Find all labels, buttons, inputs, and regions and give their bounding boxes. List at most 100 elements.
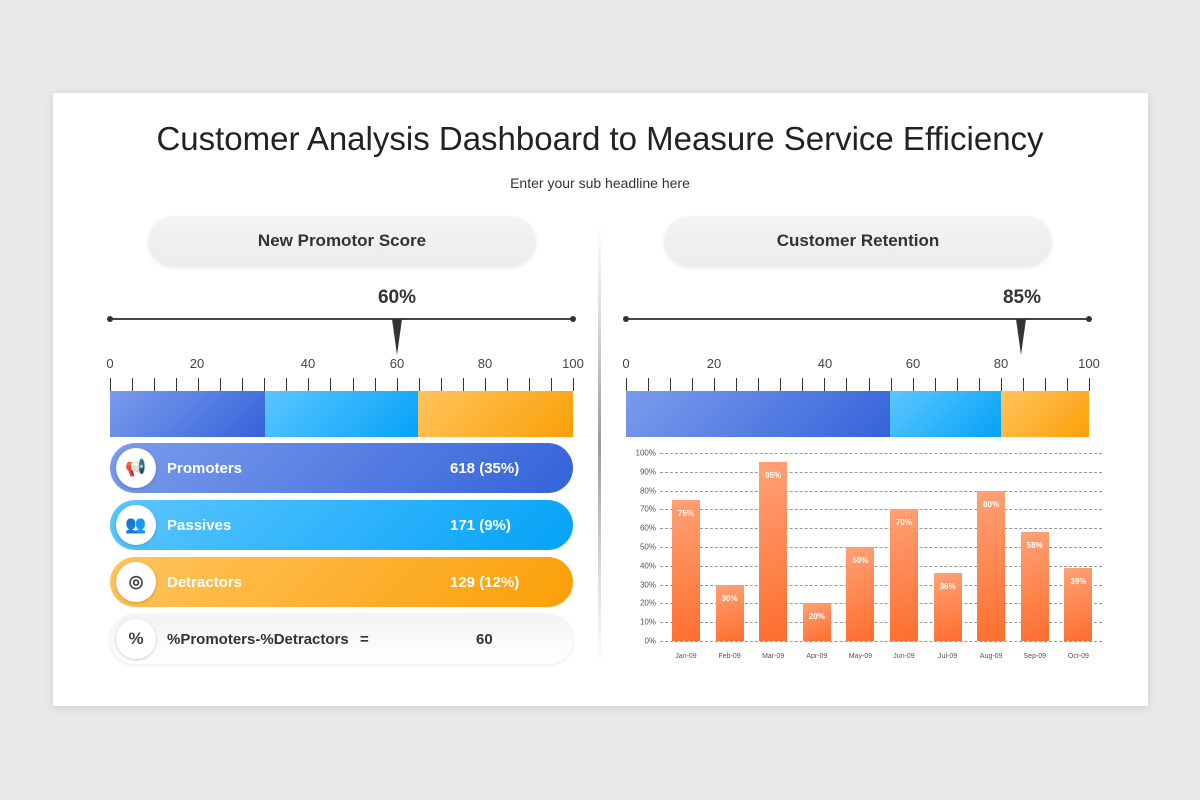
scale-tick: [462, 378, 464, 391]
bar-data-label: 75%: [677, 509, 694, 518]
tick-label: 100: [1078, 356, 1100, 371]
y-tick-label: 30%: [639, 580, 656, 590]
row-value: 618 (35%): [450, 460, 520, 477]
gridline: [660, 603, 1102, 605]
bar-data-label: 50%: [852, 556, 869, 565]
x-tick-label: Feb-09: [718, 653, 741, 660]
bar-data-label: 36%: [939, 582, 956, 592]
scale-dot: [570, 316, 576, 322]
retention-blue-segment: [626, 391, 890, 437]
bar-Jan-09: [672, 500, 700, 641]
scale-tick: [528, 378, 530, 391]
scale-tick: [132, 378, 134, 391]
tick-label: 0: [622, 356, 630, 371]
y-tick-label: 0%: [644, 636, 656, 646]
scale-tick: [264, 378, 266, 391]
x-tick-label: Oct-09: [1067, 653, 1089, 660]
scale-tick: [670, 378, 672, 391]
bar-Jun-09: [890, 509, 918, 641]
row-value: 129 (12%): [450, 574, 520, 591]
scale-tick: [1089, 378, 1090, 391]
scale-tick: [1022, 378, 1024, 391]
page-title: Customer Analysis Dashboard to Measure S…: [156, 120, 1044, 157]
gridline: [660, 565, 1102, 567]
tick-label: 0: [106, 356, 114, 371]
retention-value: 85%: [1002, 287, 1042, 308]
scale-tick: [978, 378, 980, 391]
gridline: [660, 509, 1102, 511]
tick-label: 100: [562, 356, 584, 371]
tick-label: 60: [905, 356, 921, 371]
bar-Sep-09: [1020, 531, 1049, 641]
formula-label: %Promoters-%Detractors: [167, 631, 349, 648]
y-tick-label: 40%: [639, 561, 656, 571]
scale-tick: [956, 378, 958, 391]
x-tick-label: Mar-09: [762, 653, 785, 660]
row-label: Detractors: [167, 574, 243, 591]
megaphone-icon: 📢: [116, 448, 156, 488]
bar-data-label: 20%: [808, 612, 825, 622]
retention-pointer: [1016, 319, 1026, 355]
bar-data-label: 58%: [1026, 540, 1043, 550]
scale-dot: [107, 316, 113, 322]
scale-tick: [220, 378, 222, 391]
bar-data-label: 95%: [765, 471, 782, 481]
percent-icon: %: [116, 619, 156, 659]
scale-dot: [623, 316, 629, 322]
formula-value: 60: [476, 631, 493, 648]
scale-tick: [550, 378, 552, 391]
scale-tick: [418, 378, 420, 391]
scale-tick: [758, 378, 760, 391]
network-icon: ◎: [116, 562, 156, 602]
row-label: Promoters: [167, 460, 243, 477]
scale-tick: [868, 378, 870, 391]
retention-scale-line: [626, 318, 1089, 320]
scale-dot: [1086, 316, 1092, 322]
tick-label: 20: [189, 356, 205, 371]
promoters-row: 📢 Promoters 618 (35%): [110, 443, 573, 493]
gridline: [660, 622, 1102, 624]
bar-Mar-09: [759, 462, 788, 641]
bar-Apr-09: [802, 603, 831, 641]
scale-tick: [440, 378, 442, 391]
promoter-segment: [110, 391, 265, 437]
scale-tick: [736, 378, 738, 391]
page-subtitle: Enter your sub headline here: [510, 175, 690, 191]
scale-tick: [396, 378, 398, 391]
scale-tick: [890, 378, 892, 391]
y-tick-label: 50%: [639, 542, 656, 552]
scale-tick: [846, 378, 848, 391]
scale-tick: [1044, 378, 1046, 391]
bar-data-label: 80%: [983, 499, 1000, 509]
gridline: [660, 547, 1102, 548]
scale-tick: [648, 378, 650, 391]
scale-tick: [374, 378, 376, 391]
scale-tick: [242, 378, 244, 391]
retention-header: Customer Retention: [664, 216, 1052, 266]
gridline: [660, 584, 1102, 586]
x-tick-label: Sep-09: [1023, 653, 1047, 660]
gridline: [660, 528, 1102, 530]
tick-label: 40: [817, 356, 833, 371]
tick-label: 80: [477, 356, 493, 371]
scale-tick: [176, 378, 178, 391]
scale-tick: [308, 378, 310, 391]
retention-cyan-segment: [890, 391, 1001, 437]
y-tick-label: 70%: [639, 504, 656, 514]
scale-tick: [1066, 378, 1068, 391]
scale-tick: [824, 378, 826, 391]
tick-label: 20: [706, 356, 722, 371]
divider: [598, 225, 601, 665]
scale-tick: [110, 378, 111, 391]
scale-tick: [912, 378, 914, 391]
row-value: 171 (9%): [450, 517, 511, 534]
y-tick-label: 100%: [635, 448, 656, 458]
x-tick-label: Jun-09: [893, 653, 915, 660]
nps-value: 60%: [377, 287, 417, 308]
bar-Aug-09: [977, 490, 1006, 641]
scale-tick: [506, 378, 508, 391]
scale-tick: [1000, 378, 1002, 391]
x-tick-label: Apr-09: [806, 653, 828, 660]
tick-label: 40: [300, 356, 316, 371]
gridline: [660, 471, 1102, 473]
